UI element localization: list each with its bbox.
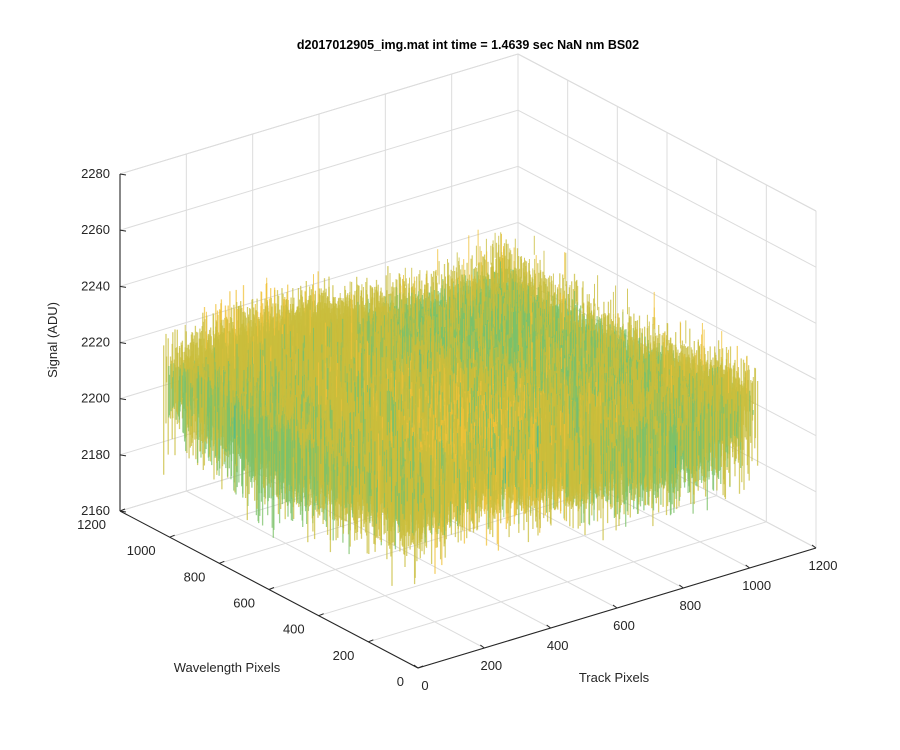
grid-line [119,53,519,175]
grid-line [119,165,519,287]
grid-line [517,109,817,268]
grid-line [517,222,817,380]
grid-line [318,495,717,617]
grid-line [517,165,817,324]
chart-title: d2017012905_img.mat int time = 1.4639 se… [297,38,639,52]
grid-line [119,222,519,343]
grid-line [368,521,767,643]
surface [163,229,759,586]
grid-line [517,53,817,212]
grid-line [119,109,519,231]
